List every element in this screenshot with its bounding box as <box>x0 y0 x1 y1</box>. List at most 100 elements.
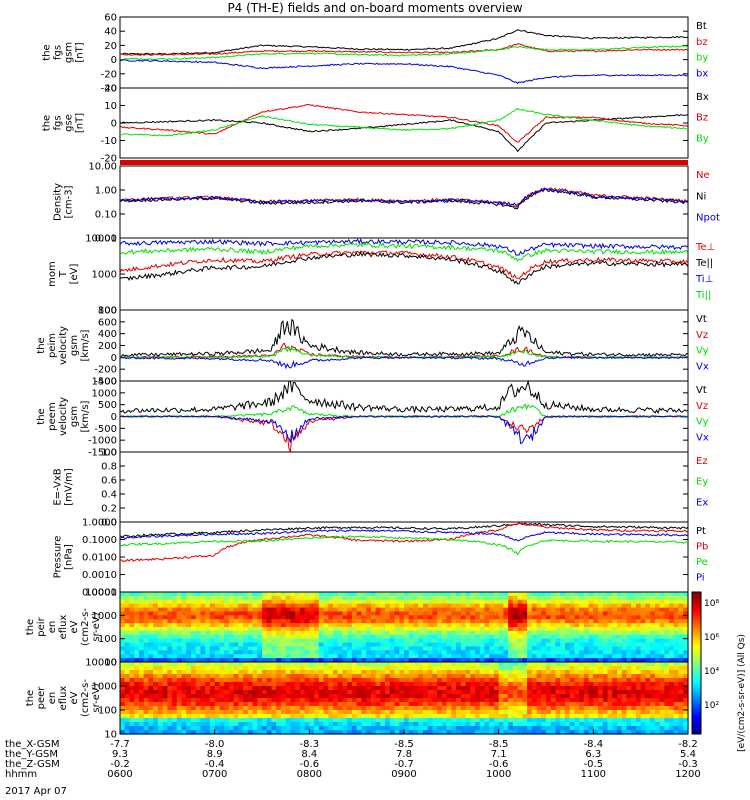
spectrogram-cell <box>621 690 628 695</box>
spectrogram-cell <box>598 706 604 711</box>
spectrogram-cell <box>195 592 202 597</box>
spectrogram-cell <box>484 634 490 640</box>
spectrogram-cell <box>143 726 149 731</box>
spectrogram-cell <box>285 603 291 609</box>
spectrogram-cell <box>617 726 623 731</box>
spectrogram-cell <box>299 611 306 616</box>
spectrogram-cell <box>408 706 415 711</box>
spectrogram-cell <box>408 634 415 640</box>
spectrogram-cell <box>427 722 433 727</box>
spectrogram-cell <box>631 714 637 719</box>
spectrogram-cell <box>143 662 149 667</box>
spectrogram-cell <box>243 698 249 703</box>
spectrogram-cell <box>276 592 282 597</box>
spectrogram-cell <box>366 718 372 723</box>
spectrogram-cell <box>517 730 523 735</box>
spectrogram-cell <box>394 730 400 735</box>
spectrogram-cell <box>233 670 239 675</box>
spectrogram-cell <box>579 658 585 663</box>
spectrogram-cell <box>408 595 415 601</box>
spectrogram-cell <box>375 666 381 671</box>
colorbar-cell <box>692 679 701 683</box>
spectrogram-cell <box>153 722 159 727</box>
spectrogram-cell <box>314 730 320 735</box>
spectrogram-cell <box>162 698 168 703</box>
spectrogram-cell <box>380 718 386 723</box>
spectrogram-cell <box>238 619 244 624</box>
spectrogram-cell <box>138 592 145 597</box>
spectrogram-cell <box>531 642 538 648</box>
spectrogram-cell <box>394 670 400 675</box>
spectrogram-cell <box>134 654 140 659</box>
spectrogram-cell <box>588 627 594 632</box>
spectrogram-cell <box>650 627 656 632</box>
spectrogram-cell <box>394 678 400 683</box>
spectrogram-cell <box>257 722 263 727</box>
spectrogram-cell <box>318 694 325 699</box>
y-tick-label: 1000 <box>92 611 117 622</box>
spectrogram-cell <box>389 706 396 711</box>
spectrogram-cell <box>318 611 325 616</box>
spectrogram-cell <box>555 706 561 711</box>
spectrogram-cell <box>612 726 618 731</box>
spectrogram-cell <box>323 611 329 616</box>
spectrogram-cell <box>219 638 225 644</box>
spectrogram-cell <box>546 690 552 695</box>
spectrogram-cell <box>527 726 533 731</box>
spectrogram-cell <box>560 615 566 620</box>
spectrogram-cell <box>172 654 178 659</box>
spectrogram-cell <box>645 686 651 691</box>
spectrogram-cell <box>181 634 187 640</box>
spectrogram-cell <box>631 615 637 620</box>
spectrogram-cell <box>375 603 381 609</box>
spectrogram-cell <box>465 634 471 640</box>
spectrogram-cell <box>413 686 419 691</box>
spectrogram-cell <box>299 623 306 628</box>
spectrogram-cell <box>342 674 348 679</box>
spectrogram-cell <box>375 674 381 679</box>
series-line-Pb <box>119 522 689 563</box>
spectrogram-cell <box>555 698 561 703</box>
colorbar-tick-label: 10² <box>704 701 719 711</box>
spectrogram-cell <box>626 646 632 651</box>
spectrogram-cell <box>621 595 628 601</box>
spectrogram-cell <box>271 592 277 597</box>
spectrogram-cell <box>389 619 396 624</box>
spectrogram-cell <box>427 718 433 723</box>
spectrogram-cell <box>408 682 415 687</box>
spectrogram-cell <box>451 623 457 628</box>
spectrogram-cell <box>361 730 367 735</box>
spectrogram-cell <box>394 615 400 620</box>
x-tick-label: -0.7 <box>394 759 414 770</box>
spectrogram-cell <box>366 623 372 628</box>
spectrogram-cell <box>366 698 372 703</box>
spectrogram-cell <box>176 682 183 687</box>
spectrogram-cell <box>489 654 495 659</box>
spectrogram-cell <box>664 666 670 671</box>
spectrogram-cell <box>162 714 168 719</box>
spectrogram-cell <box>408 722 415 727</box>
spectrogram-cell <box>209 619 216 624</box>
spectrogram-cell <box>498 603 504 609</box>
spectrogram-cell <box>475 670 481 675</box>
spectrogram-cell <box>233 634 239 640</box>
spectrogram-cell <box>172 730 178 735</box>
spectrogram-cell <box>432 670 438 675</box>
spectrogram-cell <box>536 706 542 711</box>
spectrogram-cell <box>318 690 325 695</box>
spectrogram-cell <box>342 658 348 663</box>
spectrogram-cell <box>640 634 646 640</box>
spectrogram-cell <box>318 603 325 609</box>
spectrogram-cell <box>186 698 192 703</box>
spectrogram-cell <box>181 702 187 707</box>
spectrogram-cell <box>342 678 348 683</box>
spectrogram-cell <box>318 650 325 655</box>
spectrogram-cell <box>200 627 206 632</box>
spectrogram-cell <box>314 726 320 731</box>
x-tick-label: 1200 <box>675 769 700 780</box>
spectrogram-cell <box>280 726 287 731</box>
spectrogram-cell <box>257 646 263 651</box>
spectrogram-cell <box>124 592 131 597</box>
spectrogram-cell <box>564 630 571 636</box>
spectrogram-cell <box>650 607 656 613</box>
